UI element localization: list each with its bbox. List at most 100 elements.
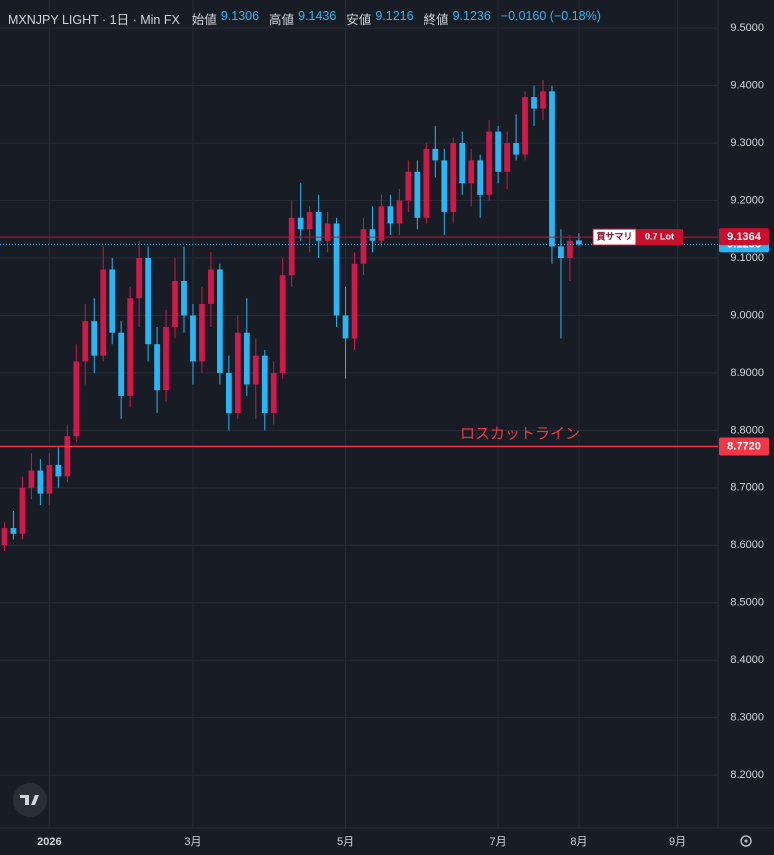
candle-body <box>91 321 98 356</box>
candle-body <box>261 355 268 414</box>
close-value: 9.1236 <box>452 9 491 23</box>
candle-body <box>28 470 35 488</box>
candle-body <box>342 315 349 339</box>
candle-body <box>504 143 510 172</box>
y-tick-label: 9.4000 <box>730 80 764 92</box>
candle-body <box>441 160 448 213</box>
change: −0.0160 (−0.18%) <box>500 9 601 23</box>
candle-body <box>450 143 457 213</box>
position-lot: 0.7 Lot <box>645 231 674 241</box>
candle-body <box>243 332 250 385</box>
price-tag-label: 9.1364 <box>727 231 762 243</box>
candle-body <box>100 269 107 356</box>
candle-body <box>324 223 331 241</box>
close-label: 終値 <box>423 13 449 27</box>
open-value: 9.1306 <box>220 9 260 23</box>
candle-body <box>252 355 259 385</box>
x-tick-label: 2026 <box>37 836 61 848</box>
settings-icon <box>744 839 748 843</box>
candle-body <box>64 436 71 477</box>
y-tick-label: 9.5000 <box>730 22 764 34</box>
candle-body <box>351 263 358 339</box>
y-tick-label: 8.6000 <box>730 539 764 551</box>
y-tick-label: 8.5000 <box>730 597 764 609</box>
candle-body <box>540 91 546 109</box>
candle-body <box>387 206 394 224</box>
candle-body <box>297 217 304 230</box>
low-value: 9.1216 <box>375 9 414 23</box>
candle-body <box>423 148 430 218</box>
position-tag: 買サマリ <box>596 231 632 241</box>
y-tick-label: 8.3000 <box>730 712 764 724</box>
candle-body <box>495 131 501 172</box>
candle-body <box>1 528 8 546</box>
candle-body <box>414 171 421 218</box>
candle-body <box>522 97 528 155</box>
price-tag <box>719 437 769 456</box>
y-tick-label: 8.4000 <box>730 654 764 666</box>
candle-body <box>181 280 187 316</box>
header: MXNJPY LIGHT · 1日 · Min FX 始値 9.1306 高値 9.… <box>8 9 607 28</box>
candle-body <box>396 200 403 224</box>
y-tick-label: 9.0000 <box>730 309 764 321</box>
y-tick-label: 8.7000 <box>730 482 764 494</box>
price-tag <box>719 228 769 246</box>
symbol: MXNJPY LIGHT · 1日 · Min FX <box>8 13 180 27</box>
candle-body <box>10 528 17 534</box>
candle-body <box>225 372 232 414</box>
candle-body <box>468 160 475 184</box>
candle-body <box>109 269 116 333</box>
candle-body <box>360 229 367 264</box>
open-label: 始値 <box>191 13 217 27</box>
candle-body <box>531 97 537 109</box>
candle-body <box>234 332 241 414</box>
candle-body <box>459 143 466 184</box>
x-tick-label: 3月 <box>184 836 201 848</box>
y-tick-label: 9.3000 <box>730 137 764 149</box>
logo-mark <box>20 795 39 805</box>
high-value: 9.1436 <box>298 9 337 23</box>
position-lot-box <box>636 229 683 246</box>
candle-body <box>405 171 412 201</box>
candle-body <box>369 229 376 241</box>
y-tick-label: 9.2000 <box>730 194 764 206</box>
y-tick-label: 8.2000 <box>730 769 764 781</box>
settings-icon <box>740 835 752 847</box>
x-tick-label: 7月 <box>490 836 507 848</box>
high-label: 高値 <box>269 13 295 27</box>
x-tick-label: 5月 <box>337 836 354 848</box>
candle-body <box>378 206 385 241</box>
candle-body <box>217 269 223 373</box>
x-tick-label: 8月 <box>570 836 587 848</box>
y-tick-label: 8.9000 <box>730 367 764 379</box>
candle-body <box>288 217 295 276</box>
candle-body <box>432 148 439 161</box>
candle-body <box>333 223 340 316</box>
candle-body <box>190 315 196 362</box>
candle-body <box>208 269 214 304</box>
candle-body <box>279 275 286 373</box>
candle-body <box>486 131 493 195</box>
logo <box>13 783 47 817</box>
x-tick-label: 9月 <box>669 836 686 848</box>
candle-body <box>127 298 134 396</box>
candle-body <box>549 91 555 247</box>
candle-body <box>199 303 205 362</box>
candle-body <box>558 246 564 258</box>
low-label: 安値 <box>346 13 372 27</box>
candle-body <box>46 464 53 494</box>
candle-body <box>477 160 484 195</box>
y-tick-label: 8.8000 <box>730 424 764 436</box>
candle-body <box>270 372 277 414</box>
candle-body <box>172 280 178 327</box>
candle-body <box>567 240 573 258</box>
candle-body <box>576 240 582 245</box>
candle-body <box>154 344 160 391</box>
candle-body <box>315 212 322 241</box>
candle-body <box>136 257 142 299</box>
candle-body <box>73 361 80 437</box>
candle-body <box>19 487 26 534</box>
candle-body <box>145 257 151 345</box>
